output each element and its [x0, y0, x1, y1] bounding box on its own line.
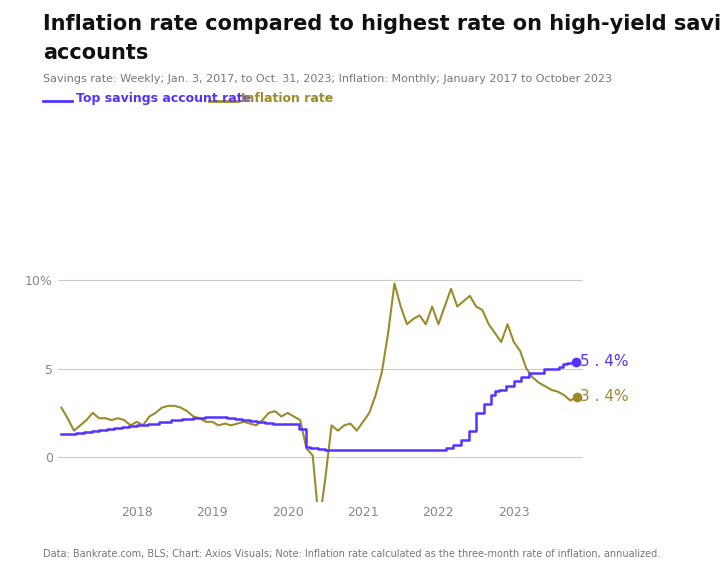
Text: Savings rate: Weekly; Jan. 3, 2017, to Oct. 31, 2023; Inflation: Monthly; Januar: Savings rate: Weekly; Jan. 3, 2017, to O… [43, 74, 612, 84]
Text: 5 . 4%: 5 . 4% [580, 354, 629, 369]
Text: Inflation rate: Inflation rate [241, 92, 333, 105]
Text: Inflation rate compared to highest rate on high-yield saving: Inflation rate compared to highest rate … [43, 14, 720, 34]
Text: 3 . 4%: 3 . 4% [580, 389, 629, 405]
Text: Data: Bankrate.com, BLS; Chart: Axios Visuals; Note: Inflation rate calculated a: Data: Bankrate.com, BLS; Chart: Axios Vi… [43, 548, 660, 559]
Text: Top savings account rate: Top savings account rate [76, 92, 251, 105]
Text: accounts: accounts [43, 43, 148, 63]
